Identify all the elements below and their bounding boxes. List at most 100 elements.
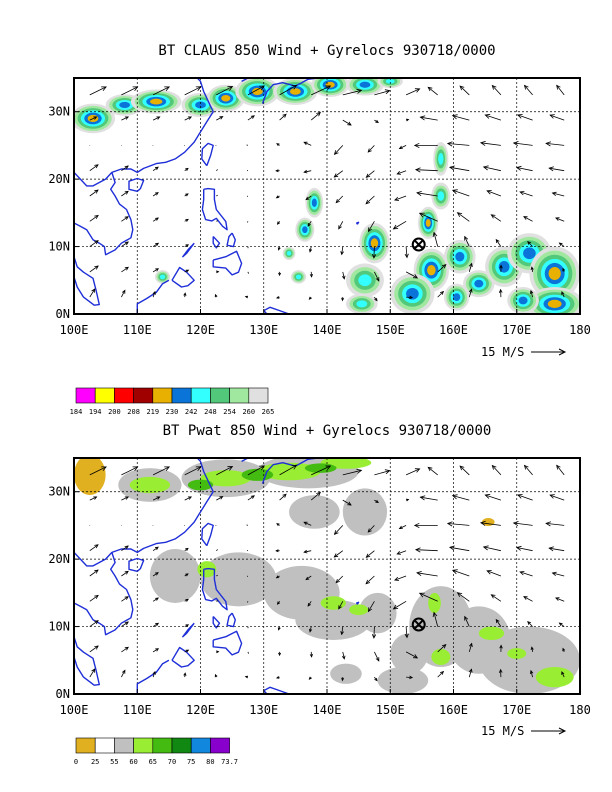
wind-vector-shaft (307, 601, 312, 607)
wind-vector-head (276, 143, 280, 147)
wind-vector (482, 545, 501, 552)
wind-vector-shaft (304, 550, 312, 553)
wind-vector-shaft (152, 217, 159, 222)
y-tick-label: 10N (48, 620, 70, 634)
wind-vector-head (93, 116, 98, 120)
wind-vector-head (464, 235, 469, 241)
wind-vector (448, 545, 470, 552)
wind-vector-head (305, 576, 310, 581)
wind-vector-head (121, 669, 126, 674)
reference-arrow-head (558, 727, 567, 735)
wind-vector-shaft (152, 192, 159, 197)
wind-vector-shaft (121, 266, 129, 273)
wind-vector (89, 544, 99, 552)
wind-vector-shaft (447, 143, 470, 146)
wind-vector (89, 164, 99, 172)
wind-vector (89, 189, 99, 197)
wind-vector (121, 596, 129, 602)
wind-vector (529, 669, 534, 678)
moisture-region (342, 488, 388, 536)
wind-vector-head (519, 571, 525, 576)
wind-vector-shaft (89, 466, 107, 476)
colorbar-swatch (210, 387, 230, 404)
wind-vector (89, 116, 98, 121)
wind-vector-shaft (310, 112, 321, 121)
wind-vector-head (183, 672, 187, 676)
wind-vector-shaft (517, 114, 533, 121)
colorbar-label: 194 (89, 408, 102, 416)
wind-vector-head (482, 545, 489, 551)
wind-vector-shaft (419, 212, 438, 222)
cloud-cluster (282, 246, 296, 261)
cloud-contour (427, 264, 436, 276)
wind-vector-head (152, 290, 156, 295)
wind-vector (519, 571, 533, 577)
wind-vector (530, 646, 534, 652)
wind-vector (523, 84, 533, 96)
wind-vector-head (484, 493, 491, 499)
wind-vector-shaft (516, 167, 533, 172)
coastline (136, 279, 170, 314)
y-tick-label: 30N (48, 485, 70, 499)
wind-vector-head (187, 116, 193, 120)
wind-vector (275, 195, 280, 199)
wind-vector (216, 549, 218, 552)
wind-vector (468, 642, 473, 653)
coastline (182, 622, 195, 638)
wind-vector (216, 600, 219, 602)
wind-vector (418, 212, 438, 222)
wind-vector (561, 291, 565, 298)
cloud-contour (548, 267, 561, 281)
wind-vector (308, 626, 313, 633)
wind-vector (498, 668, 503, 678)
wind-vector-shaft (89, 215, 99, 222)
wind-vector-head (365, 579, 371, 585)
moisture-region (431, 648, 451, 666)
colorbar-swatch (75, 387, 96, 404)
wind-vector-head (333, 150, 339, 155)
wind-vector (183, 672, 187, 678)
wind-vector-shaft (556, 465, 565, 476)
moisture-region (257, 462, 321, 481)
wind-vector-shaft (152, 496, 160, 501)
wind-vector-shaft (121, 86, 138, 96)
wind-vector-shaft (556, 85, 565, 96)
moisture-region (74, 458, 106, 496)
wind-vector (184, 573, 189, 577)
wind-vector (394, 195, 407, 201)
coastlines (74, 458, 360, 694)
wind-vector (512, 141, 533, 147)
wind-vector-head (155, 648, 160, 652)
cloud-cluster (431, 182, 451, 210)
wind-vector (216, 270, 220, 274)
wind-vector (396, 550, 407, 555)
wind-vector (371, 246, 377, 259)
wind-vector-head (124, 545, 129, 550)
coastline (226, 232, 237, 248)
wind-vector-head (413, 522, 420, 528)
wind-vector (437, 670, 445, 678)
wind-vector-head (562, 267, 566, 272)
cloud-contour (370, 238, 379, 249)
colorbar-label: 184 (70, 408, 83, 416)
wind-vector (498, 288, 503, 298)
wind-vector (482, 165, 501, 172)
wind-vector-head (155, 622, 160, 627)
wind-vector (451, 494, 470, 501)
wind-vector-head (341, 297, 345, 302)
wind-vector (486, 190, 502, 197)
wind-vector-head (275, 169, 279, 173)
wind-vector-head (530, 266, 534, 271)
wind-vector-head (308, 628, 313, 633)
wind-vector (152, 268, 160, 273)
wind-vector-head (549, 114, 555, 119)
colorbar-label: 254 (223, 408, 236, 416)
wind-vector (89, 668, 96, 678)
cloud-contour (295, 274, 302, 280)
wind-vector-head (124, 570, 129, 575)
cloud-cluster (235, 78, 280, 107)
wind-vector-shaft (304, 170, 312, 173)
wind-vector (562, 267, 566, 273)
wind-vector (468, 288, 473, 298)
wind-vector-shaft (216, 574, 218, 577)
